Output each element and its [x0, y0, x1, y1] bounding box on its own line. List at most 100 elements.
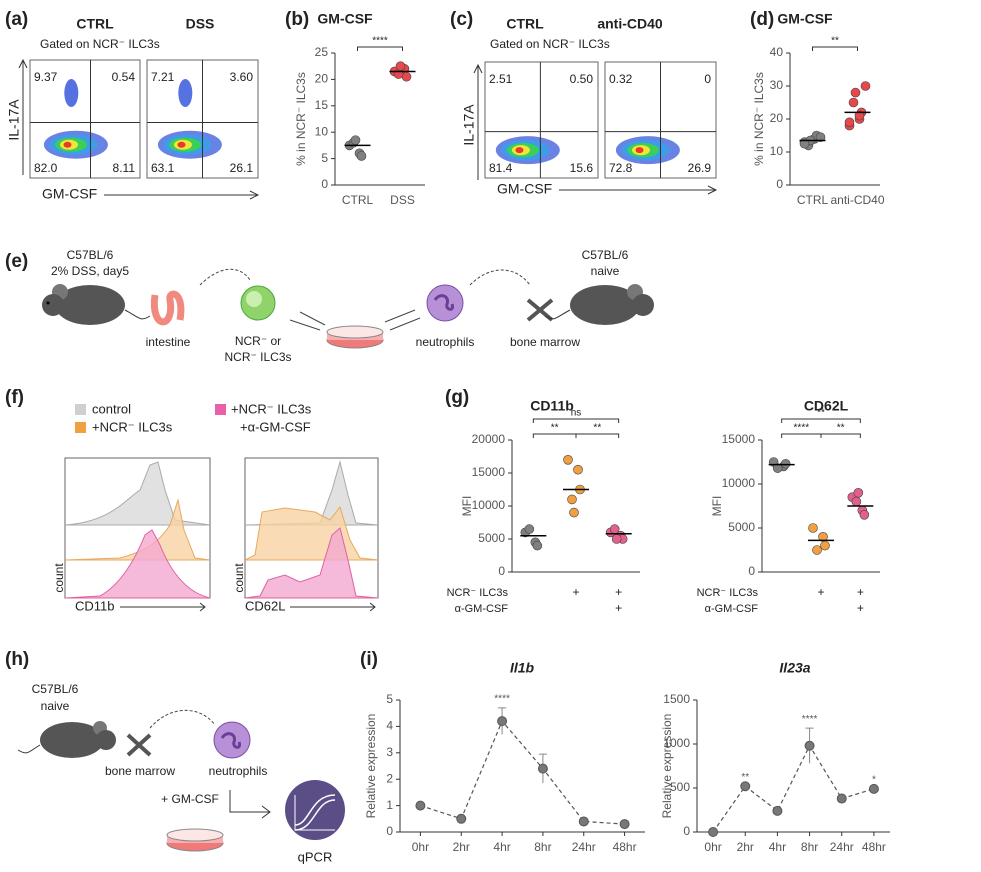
quadrant-value: 0 — [704, 72, 711, 86]
chart-title: CD62L — [804, 398, 849, 414]
y-tick-label: 5000 — [478, 531, 505, 545]
x-tick-label: 48hr — [613, 840, 637, 854]
data-point — [799, 138, 810, 149]
mouse-icon — [544, 284, 654, 325]
y-tick-label: 10000 — [472, 498, 506, 512]
arrow — [289, 311, 326, 331]
y-tick-label: 10000 — [722, 476, 756, 490]
significance-label: ** — [831, 36, 839, 47]
condition-label: anti-CD40 — [597, 16, 663, 32]
panel-label: (i) — [360, 649, 378, 670]
histogram-ilc3-anti — [64, 529, 211, 599]
y-axis-label: MFI — [460, 496, 474, 517]
significance-label: **** — [794, 423, 810, 434]
x-tick-label: 24hr — [830, 840, 854, 854]
panel-label: (a) — [5, 9, 28, 30]
condition-row-label: α-GM-CSF — [705, 603, 759, 615]
treatment-label: + GM-CSF — [161, 792, 219, 806]
y-tick-label: 0 — [776, 177, 783, 191]
dish-icon — [326, 325, 384, 349]
neutrophils-label: neutrophils — [209, 764, 268, 778]
condition-sign: + — [572, 585, 579, 599]
y-tick-label: 1 — [386, 798, 393, 812]
data-point — [860, 81, 871, 91]
arrow — [469, 269, 531, 286]
quadrant-value: 15.6 — [570, 161, 594, 175]
data-point — [772, 463, 783, 473]
condition-sign: + — [615, 601, 622, 615]
mouse-label: naive — [41, 699, 70, 713]
significance-label: **** — [372, 36, 388, 47]
y-tick-label: 30 — [770, 78, 784, 92]
y-tick-label: 20 — [315, 72, 329, 86]
mouse-label: 2% DSS, day5 — [51, 264, 129, 278]
significance-label: **** — [494, 694, 510, 705]
data-point — [350, 135, 361, 145]
significance-label: **** — [802, 714, 818, 725]
data-point — [815, 132, 826, 142]
significance-label: ** — [837, 423, 845, 434]
legend-swatch — [75, 404, 86, 415]
panel-label: (h) — [5, 649, 29, 670]
significance-bracket — [812, 46, 858, 51]
chart-title: GM-CSF — [317, 11, 373, 27]
data-point — [812, 545, 822, 555]
data-point — [820, 540, 830, 551]
schematic-e — [42, 268, 654, 349]
data-point — [532, 540, 543, 551]
quadrant-value: 82.0 — [34, 161, 58, 175]
axis-arrow — [104, 190, 260, 200]
density-blob — [63, 141, 72, 148]
data-point — [569, 507, 579, 518]
y-tick-label: 0 — [386, 824, 393, 838]
data-point — [456, 813, 467, 824]
quadrant-value: 0.54 — [112, 70, 136, 84]
histogram-ilc3 — [64, 498, 211, 561]
panel-label: (b) — [285, 9, 309, 30]
data-point — [537, 763, 548, 774]
condition-sign: + — [615, 585, 622, 599]
y-axis-label: Relative expression — [364, 714, 378, 819]
x-tick-label: 0hr — [704, 840, 721, 854]
x-tick-label: 2hr — [453, 840, 470, 854]
panel-label: (g) — [445, 387, 469, 408]
x-tick-label: 8hr — [801, 840, 818, 854]
y-axis-label: IL-17A — [6, 99, 22, 141]
x-axis-label: GM-CSF — [497, 181, 552, 197]
significance-label: * — [872, 775, 876, 786]
arrow — [199, 268, 251, 286]
panel-label: (c) — [450, 9, 473, 30]
histogram-control — [64, 461, 211, 526]
gate-label: Gated on NCR⁻ ILC3s — [40, 37, 160, 51]
readout-label: qPCR — [298, 849, 333, 864]
y-tick-label: 2 — [386, 771, 393, 785]
arrow — [384, 309, 421, 331]
data-point — [619, 819, 630, 830]
y-tick-label: 0 — [683, 824, 690, 838]
data-point — [395, 61, 406, 71]
chart-title: CD11b — [530, 398, 574, 414]
y-axis-label: % in NCR⁻ ILC3s — [752, 72, 766, 166]
significance-bracket — [781, 433, 822, 438]
panel-label: (d) — [750, 9, 774, 30]
x-tick-label: CTRL — [342, 193, 374, 207]
y-axis-label: IL-17A — [461, 104, 477, 146]
mouse-label: naive — [591, 264, 620, 278]
neutrophils-label: neutrophils — [416, 335, 475, 349]
data-point — [573, 464, 583, 475]
intestine-icon — [150, 290, 185, 326]
bone-marrow-label: bone marrow — [105, 764, 175, 778]
density-blob — [177, 141, 186, 148]
x-axis-label: CD11b — [75, 598, 115, 613]
ilc-label: NCR⁻ or — [235, 334, 281, 348]
data-point — [848, 97, 859, 108]
y-axis-label: % in NCR⁻ ILC3s — [294, 72, 308, 166]
y-axis-label: count — [52, 563, 66, 593]
data-point — [708, 827, 719, 837]
condition-label: DSS — [186, 16, 215, 32]
ilc-label: NCR⁻ ILC3s — [224, 350, 291, 364]
legend-label: control — [92, 401, 131, 416]
legend-label: +NCR⁻ ILC3s — [92, 419, 173, 434]
mouse-label: C57BL/6 — [582, 248, 629, 262]
